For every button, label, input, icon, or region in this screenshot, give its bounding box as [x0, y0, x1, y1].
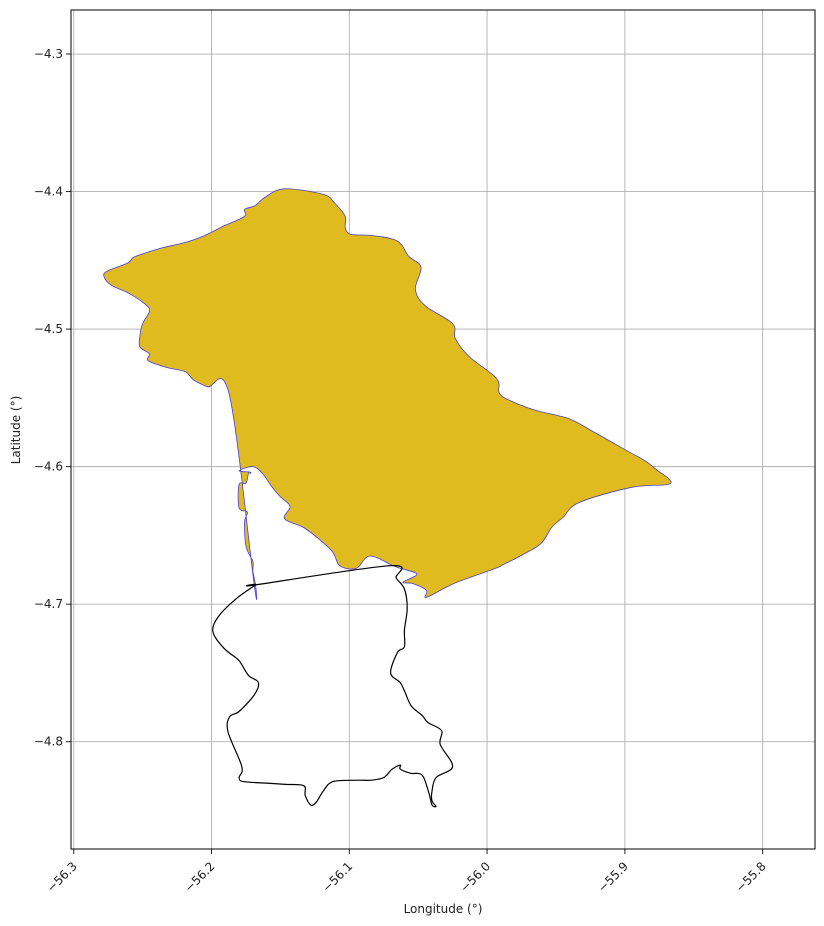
x-axis-label: Longitude (°): [404, 902, 483, 916]
x-tick-label-3: −56.0: [457, 859, 493, 895]
y-tick-label-0: −4.3: [34, 47, 63, 61]
region-layer: [103, 188, 672, 808]
outline-region: [212, 565, 454, 808]
y-tick-label-3: −4.6: [34, 460, 63, 474]
y-tick-label-5: −4.8: [34, 735, 63, 749]
filled-region: [103, 188, 672, 600]
y-tick-label-2: −4.5: [34, 322, 63, 336]
x-tick-label-4: −55.9: [595, 859, 631, 895]
y-tick-label-1: −4.4: [34, 185, 63, 199]
x-tick-label-0: −56.3: [44, 859, 80, 895]
plot-frame: [70, 9, 816, 850]
x-tick-label-5: −55.8: [733, 859, 769, 895]
x-tick-label-1: −56.2: [182, 859, 218, 895]
x-tick-label-2: −56.1: [320, 859, 356, 895]
y-tick-label-4: −4.7: [34, 597, 63, 611]
y-axis-label: Latitude (°): [9, 396, 23, 465]
